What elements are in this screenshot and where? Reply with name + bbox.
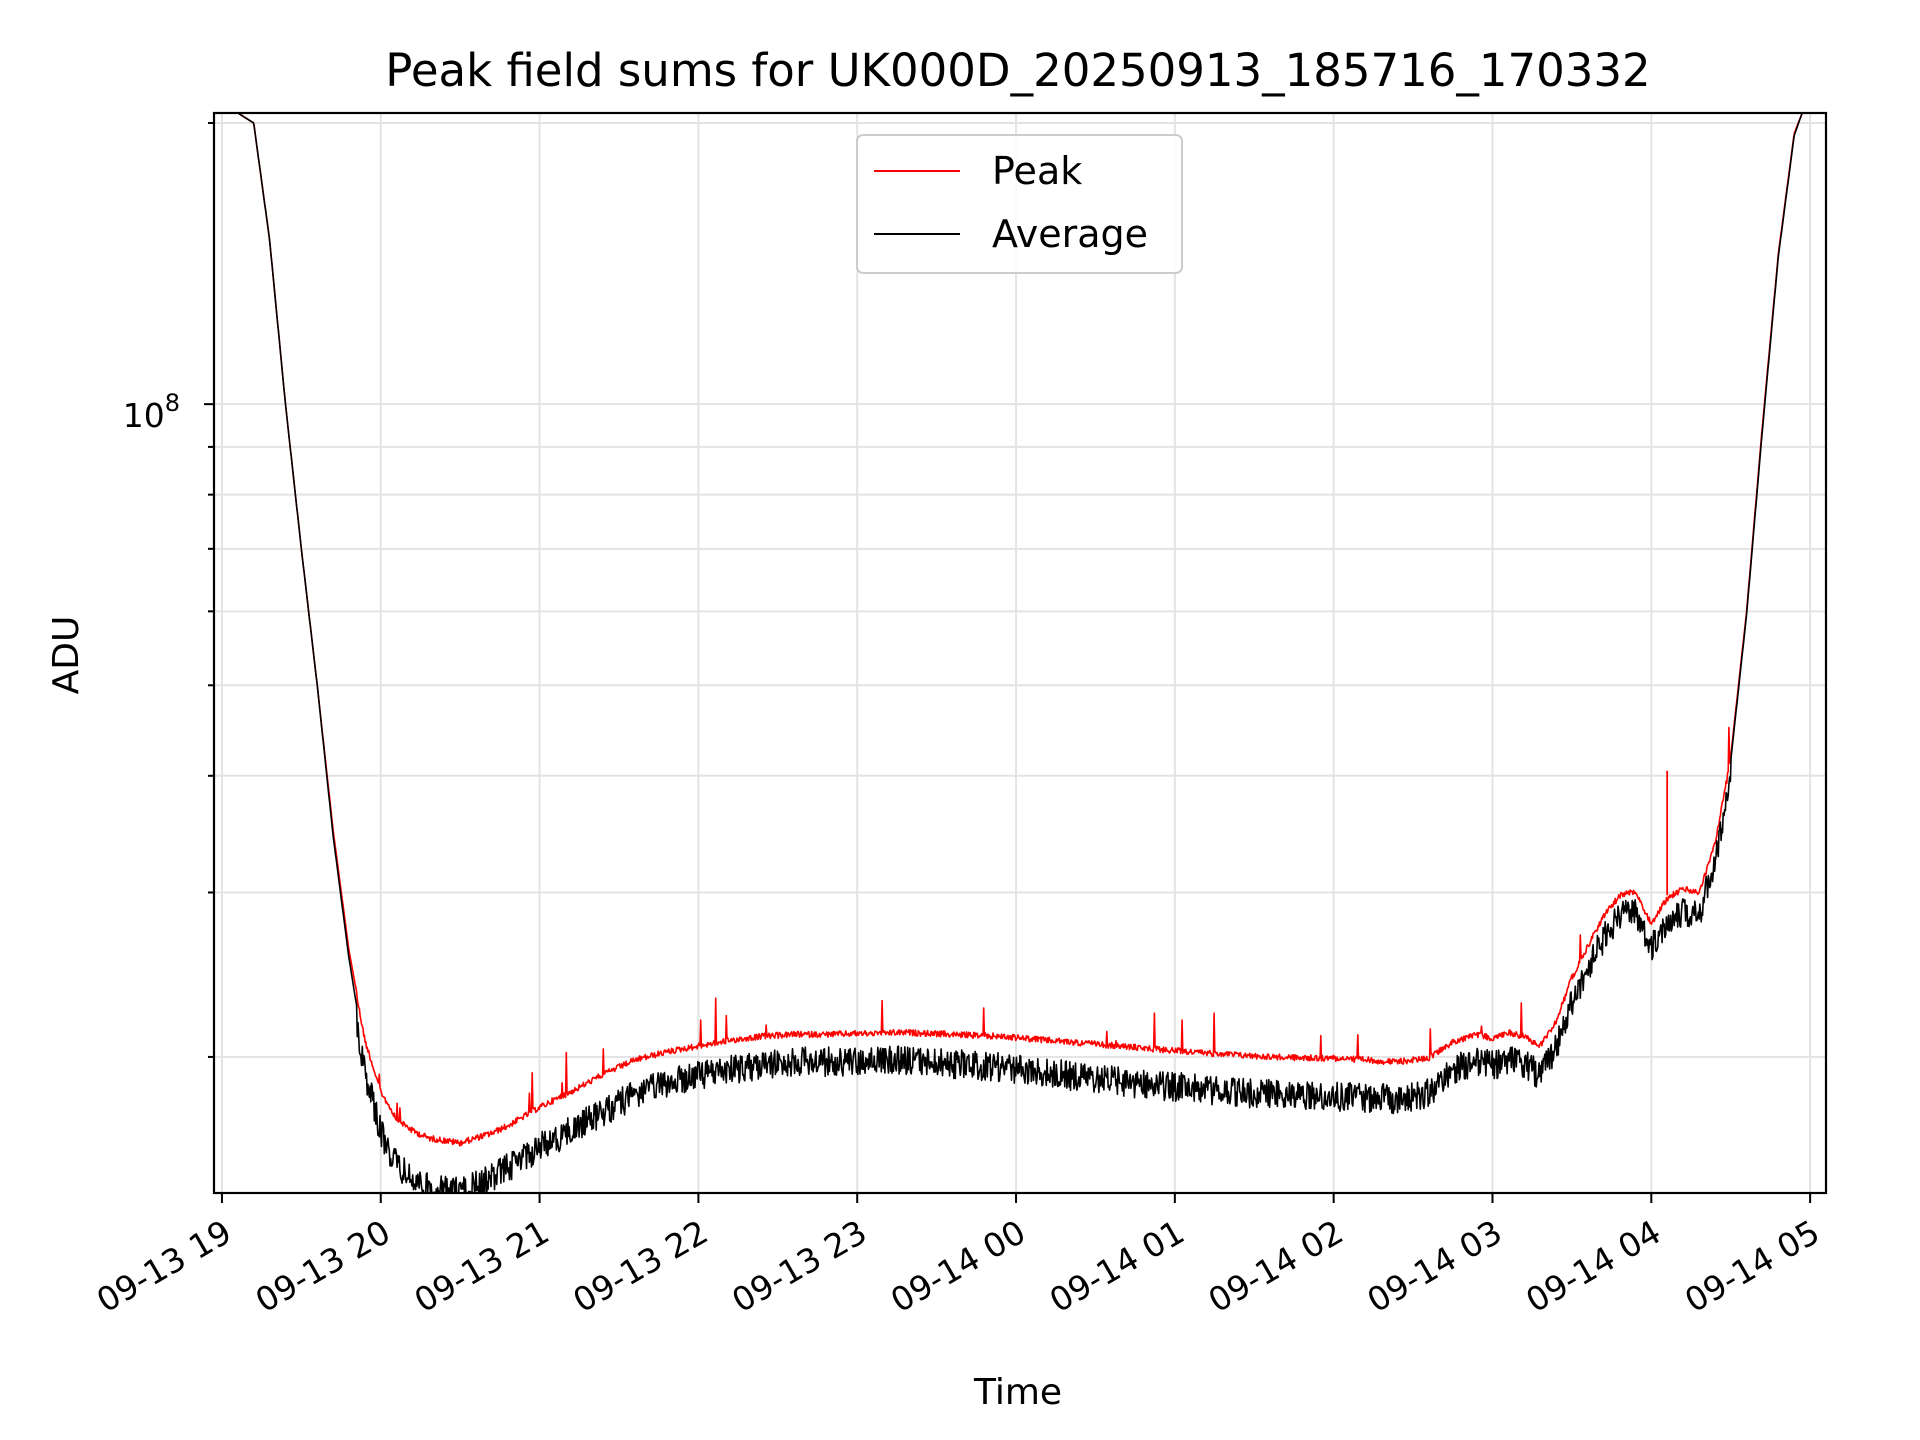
series-layer: [237, 113, 1803, 1193]
legend-box: [856, 134, 1183, 274]
chart-title: Peak field sums for UK000D_20250913_1857…: [385, 44, 1650, 97]
x-axis-label: Time: [973, 1372, 1062, 1413]
y-axis-label: ADU: [46, 616, 87, 695]
series-line-peak: [237, 113, 1803, 1147]
plot-frame: [212, 111, 1828, 1195]
series-line-average: [237, 113, 1803, 1193]
legend: Peak Average: [856, 134, 1183, 274]
legend-peak-label: Peak: [992, 149, 1082, 193]
legend-average-label: Average: [992, 212, 1148, 256]
grid: [214, 113, 1826, 1193]
y-tick-label-1e8: 108: [123, 389, 180, 435]
